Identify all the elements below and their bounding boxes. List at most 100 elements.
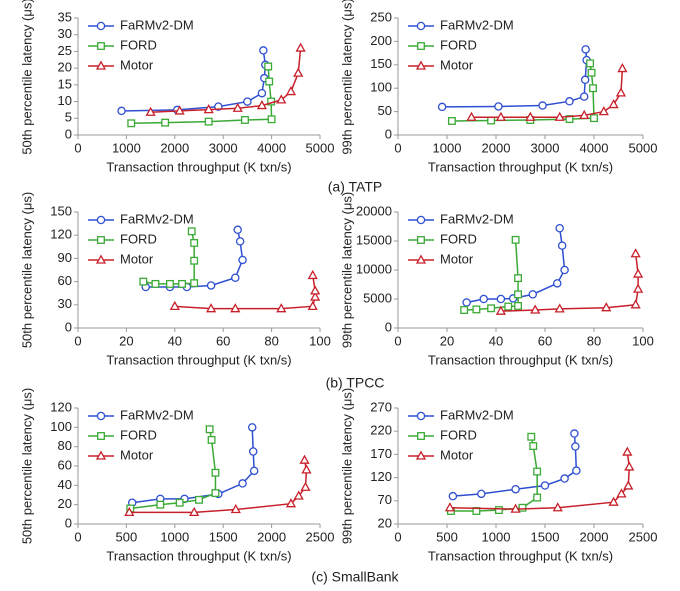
x-tick-label: 3000 — [531, 140, 560, 155]
data-point — [518, 503, 527, 512]
data-point — [554, 111, 565, 121]
data-point — [479, 294, 488, 304]
data-point — [238, 479, 247, 488]
legend-marker — [416, 21, 426, 31]
y-tick-label: 60 — [58, 457, 72, 472]
data-point — [444, 502, 456, 512]
x-tick-label: 0 — [74, 140, 81, 155]
y-tick-label: 0 — [385, 126, 392, 141]
legend-label: FaRMv2-DM — [440, 17, 514, 32]
x-tick-label: 60 — [538, 333, 552, 348]
y-tick-label: 250 — [370, 9, 392, 24]
y-tick-label: 120 — [50, 399, 72, 414]
x-tick-label: 0 — [74, 529, 81, 544]
data-point — [124, 506, 135, 517]
data-point — [243, 97, 252, 106]
x-tick-label: 5000 — [629, 140, 658, 155]
x-tick-label: 3000 — [209, 140, 238, 155]
data-point — [608, 99, 619, 109]
legend-marker — [417, 236, 425, 244]
data-point — [238, 255, 247, 265]
x-tick-label: 20 — [440, 333, 454, 348]
data-point — [264, 62, 273, 71]
legend-label: Motor — [440, 251, 474, 266]
y-tick-label: 35 — [58, 9, 72, 24]
data-point — [630, 299, 641, 309]
legend-label: Motor — [440, 57, 474, 72]
data-point — [557, 241, 567, 250]
y-tick-label: 50 — [378, 103, 392, 118]
x-tick-label: 60 — [216, 333, 230, 348]
data-point — [494, 102, 503, 111]
x-tick-label: 100 — [309, 333, 331, 348]
data-point — [248, 447, 258, 456]
data-point — [511, 484, 520, 494]
data-point — [206, 281, 216, 290]
legend-marker — [96, 411, 106, 421]
y-tick-label: 200 — [370, 33, 392, 48]
data-point — [293, 490, 304, 500]
data-point — [487, 304, 496, 313]
legend-marker — [417, 432, 425, 440]
data-point — [232, 102, 243, 112]
y-tick-label: 10 — [58, 93, 72, 108]
data-point — [161, 118, 170, 127]
data-point — [589, 84, 597, 93]
data-point — [265, 77, 274, 86]
legend-marker — [97, 42, 105, 50]
y-tick-label: 5000 — [363, 290, 392, 305]
data-point — [301, 464, 312, 474]
data-point — [195, 495, 203, 504]
legend-marker — [95, 254, 107, 264]
legend-marker — [95, 60, 107, 70]
x-tick-label: 1000 — [160, 529, 189, 544]
x-tick-label: 5000 — [306, 140, 335, 155]
data-point — [533, 493, 542, 502]
y-tick-label: 120 — [50, 227, 72, 242]
data-point — [437, 102, 447, 112]
data-point — [276, 94, 287, 104]
y-tick-label: 20 — [378, 515, 392, 530]
data-point — [533, 467, 542, 476]
x-tick-label: 4000 — [580, 140, 609, 155]
x-tick-label: 1000 — [112, 140, 141, 155]
legend-label: FORD — [440, 231, 477, 246]
data-point — [601, 302, 612, 312]
y-tick-label: 0 — [65, 126, 72, 141]
data-point — [204, 117, 213, 126]
data-point — [590, 114, 598, 123]
data-point — [145, 106, 156, 116]
data-point — [190, 256, 199, 265]
data-point — [554, 303, 565, 313]
data-point — [256, 100, 268, 110]
data-point — [203, 104, 214, 114]
y-tick-label: 20 — [58, 60, 72, 75]
x-tick-label: 80 — [587, 333, 601, 348]
data-point — [230, 303, 241, 313]
data-point — [211, 489, 220, 498]
y-tick-label: 10000 — [356, 261, 392, 276]
y-tick-label: 20000 — [356, 203, 392, 218]
data-point — [504, 302, 513, 311]
x-tick-label: 0 — [394, 529, 401, 544]
y-tick-label: 0 — [385, 319, 392, 334]
x-tick-label: 2000 — [580, 529, 609, 544]
x-tick-label: 2500 — [629, 529, 658, 544]
data-point — [447, 117, 456, 125]
data-point — [299, 454, 310, 464]
data-point — [310, 285, 321, 295]
data-point — [249, 466, 259, 476]
data-point — [293, 67, 304, 77]
data-point — [598, 106, 609, 116]
legend-label: FORD — [120, 427, 157, 442]
x-tick-label: 0 — [394, 333, 401, 348]
y-tick-label: 30 — [58, 296, 72, 311]
data-point — [495, 111, 507, 121]
data-point — [241, 116, 249, 124]
y-axis-label: 99th percentile latency (μs) — [339, 192, 354, 348]
y-tick-label: 120 — [370, 469, 392, 484]
x-tick-label: 500 — [436, 529, 458, 544]
data-point — [175, 498, 184, 507]
y-tick-label: 60 — [58, 273, 72, 288]
data-point — [552, 502, 563, 512]
